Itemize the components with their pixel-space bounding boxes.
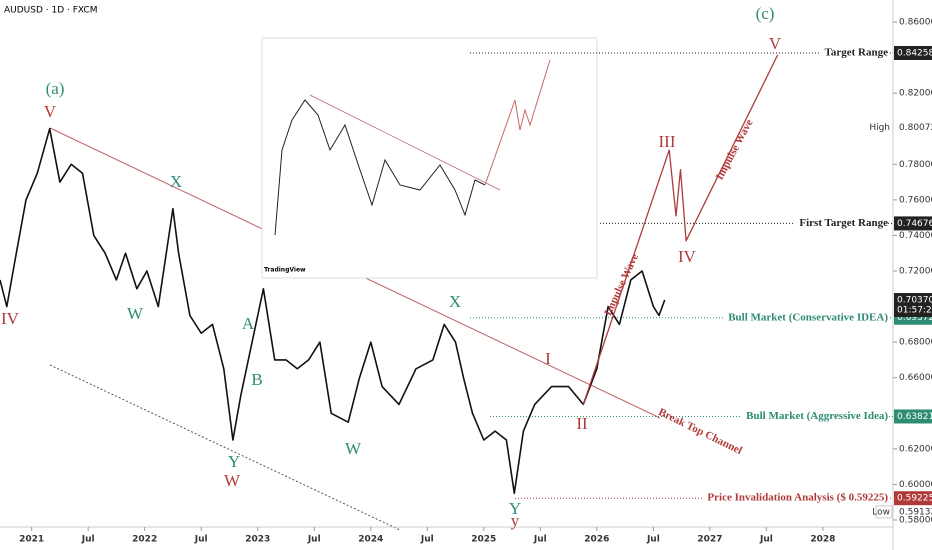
level-value-box <box>894 216 932 231</box>
annotation: y <box>511 511 520 530</box>
price-line <box>0 127 666 495</box>
annotation: W <box>224 471 241 490</box>
level-label: Bull Market (Conservative IDEA) <box>728 311 888 323</box>
annotation: (a) <box>46 79 65 98</box>
level-value: 0.74676 <box>897 219 932 229</box>
level-label-bg <box>741 409 888 424</box>
x-tick-label: 2024 <box>358 535 383 545</box>
x-tick-label: Jul <box>194 535 208 545</box>
x-tick-label: Jul <box>759 535 773 545</box>
annotation: Y <box>509 499 521 518</box>
countdown: 01:57:21 <box>897 305 932 315</box>
current-price: 0.70370 <box>897 295 932 305</box>
inset-line <box>274 99 486 236</box>
annotation: II <box>576 414 588 433</box>
annotation: W <box>345 439 362 458</box>
annotation: B <box>251 370 262 389</box>
level-label: Bull Market (Aggressive Idea) <box>746 410 888 422</box>
level-label: First Target Range <box>799 217 888 229</box>
low-value: 0.59132 <box>899 507 932 517</box>
current-price-box <box>894 292 932 317</box>
annotation: X <box>170 172 182 191</box>
level-value: 0.63821 <box>897 412 932 422</box>
projection-line <box>582 54 779 405</box>
annotation: III <box>659 132 676 151</box>
x-tick-label: Jul <box>646 535 660 545</box>
inset-channel <box>309 94 501 191</box>
level-label-bg <box>819 45 888 60</box>
high-value: 0.80072 <box>899 123 932 133</box>
level-value-box <box>894 491 932 506</box>
level-label-bg <box>794 216 888 231</box>
x-tick-label: 2028 <box>810 535 835 545</box>
annotation: IV <box>1 309 20 328</box>
annotation: V <box>769 34 782 53</box>
low-label-bg <box>875 505 893 519</box>
level-value-box <box>894 45 932 60</box>
high-label: High <box>869 123 890 133</box>
level-label: Price Invalidation Analysis ($ 0.59225) <box>707 492 888 504</box>
x-tick-label: Jul <box>307 535 321 545</box>
inset-projection <box>484 59 551 186</box>
y-tick-label: 0.86000 <box>899 18 932 28</box>
x-tick-label: Jul <box>420 535 434 545</box>
x-tick-label: 2022 <box>132 535 157 545</box>
x-tick-label: 2021 <box>19 535 44 545</box>
level-value: 0.59225 <box>897 494 932 504</box>
x-tick-label: 2025 <box>471 535 496 545</box>
annotation: I <box>545 349 551 368</box>
level-value-box <box>894 409 932 424</box>
x-tick-label: 2026 <box>584 535 609 545</box>
inset: TradingView <box>261 37 598 279</box>
x-tick-label: 2027 <box>697 535 722 545</box>
x-tick-label: Jul <box>533 535 547 545</box>
inset-brand: TradingView <box>264 267 306 274</box>
annotation: IV <box>678 247 697 266</box>
annotation: W <box>127 304 144 323</box>
level-label-bg <box>702 491 888 506</box>
channel-line <box>49 364 401 531</box>
annotation: X <box>449 292 461 311</box>
level-label-bg <box>723 310 888 325</box>
level-value: 0.84258 <box>897 48 932 58</box>
annotation: (c) <box>756 4 775 23</box>
x-tick-label: 2023 <box>245 535 270 545</box>
inset-frame <box>261 37 598 279</box>
chart-title: AUDUSD · 1D · FXCM <box>4 6 97 16</box>
level-value: 0.69372 <box>897 313 932 323</box>
annotation: V <box>44 102 57 121</box>
low-label: Low <box>872 507 890 517</box>
x-tick-label: Jul <box>81 535 95 545</box>
level-label: Target Range <box>825 47 889 59</box>
annotation: Y <box>228 452 240 471</box>
annotation: A <box>242 314 255 333</box>
